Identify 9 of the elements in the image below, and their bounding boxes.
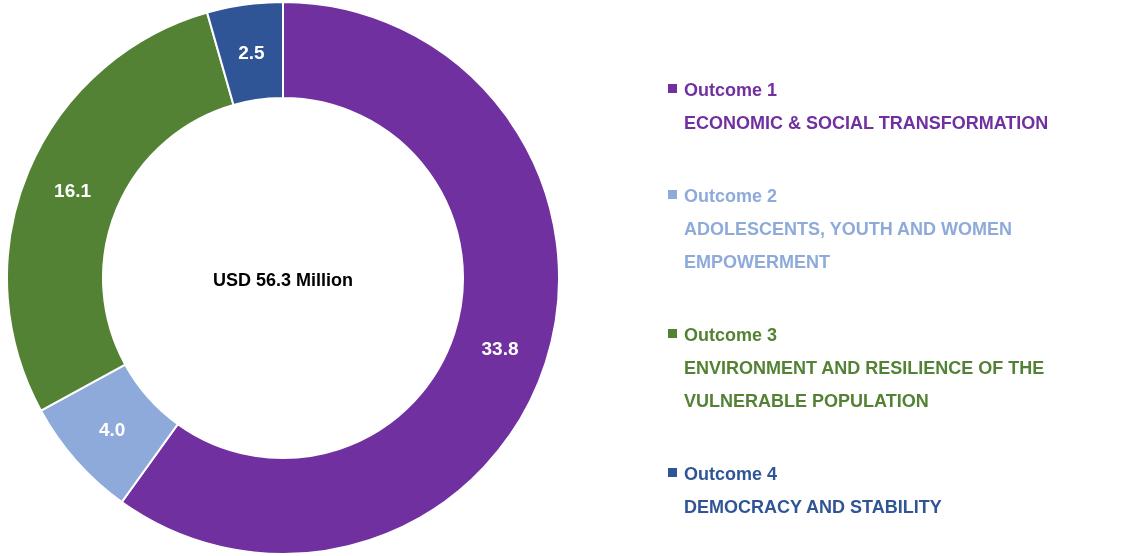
text: USD 56.3 Million xyxy=(212,270,354,290)
legend-label: Outcome 3 ENVIRONMENT AND RESILIENCE OF THE VULNERABLE POPULATION xyxy=(684,325,1045,412)
legend-label: Outcome 2 ADOLESCENTS, YOUTH AND WOMEN EMPOWERMENT xyxy=(684,186,1013,273)
data-label: 16.1 xyxy=(54,179,92,201)
data-label: 2.5 xyxy=(238,41,265,63)
legend-label: Outcome 1 ECONOMIC & SOCIAL TRANSFORMATION xyxy=(684,80,1049,134)
legend-label: Outcome 4 DEMOCRACY AND STABILITY xyxy=(684,464,942,518)
data-label: 4.0 xyxy=(99,418,126,440)
data-label: 33.8 xyxy=(481,337,519,359)
